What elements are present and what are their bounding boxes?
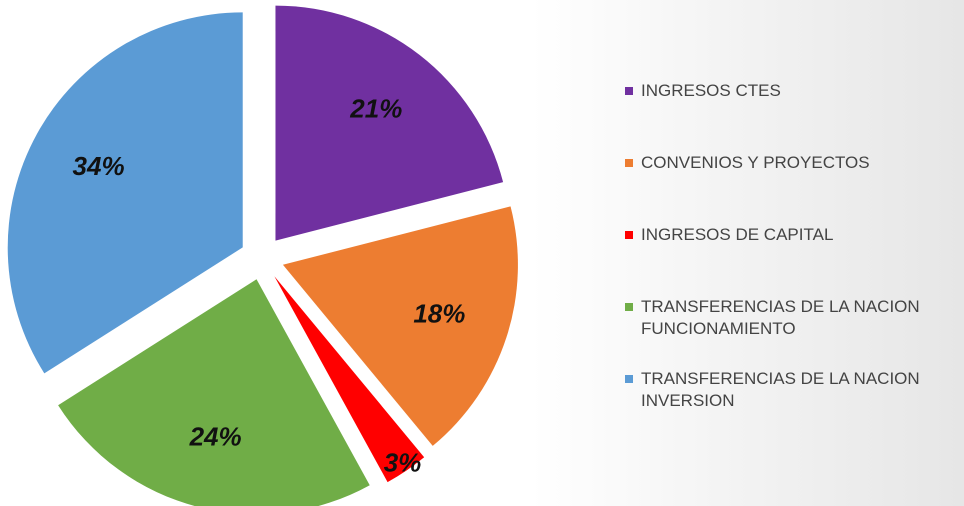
legend-swatch [625,159,633,167]
legend-item: TRANSFERENCIAS DE LA NACION INVERSION [625,368,960,440]
pie-slice [274,276,425,483]
legend-item: INGRESOS CTES [625,80,960,152]
legend-item: TRANSFERENCIAS DE LA NACION FUNCIONAMIEN… [625,296,960,368]
pie-slice [7,12,243,374]
legend-item: INGRESOS DE CAPITAL [625,224,960,296]
data-label: 34% [73,151,125,181]
pie-slice [282,206,518,446]
pie-slice [58,279,370,506]
legend-label: INGRESOS CTES [641,81,781,100]
legend-item: CONVENIOS Y PROYECTOS [625,152,960,224]
legend-swatch [625,231,633,239]
legend-label: TRANSFERENCIAS DE LA NACION INVERSION [641,369,920,410]
legend: INGRESOS CTES CONVENIOS Y PROYECTOS INGRES… [625,80,960,440]
data-label: 18% [413,299,465,329]
legend-label: INGRESOS DE CAPITAL [641,225,834,244]
legend-label: CONVENIOS Y PROYECTOS [641,153,870,172]
data-label: 3% [384,448,422,478]
pie-slice [275,5,504,241]
legend-label: TRANSFERENCIAS DE LA NACION FUNCIONAMIEN… [641,297,920,338]
legend-swatch [625,375,633,383]
data-label: 24% [189,422,242,452]
data-label: 21% [349,94,402,124]
legend-swatch [625,303,633,311]
legend-swatch [625,87,633,95]
